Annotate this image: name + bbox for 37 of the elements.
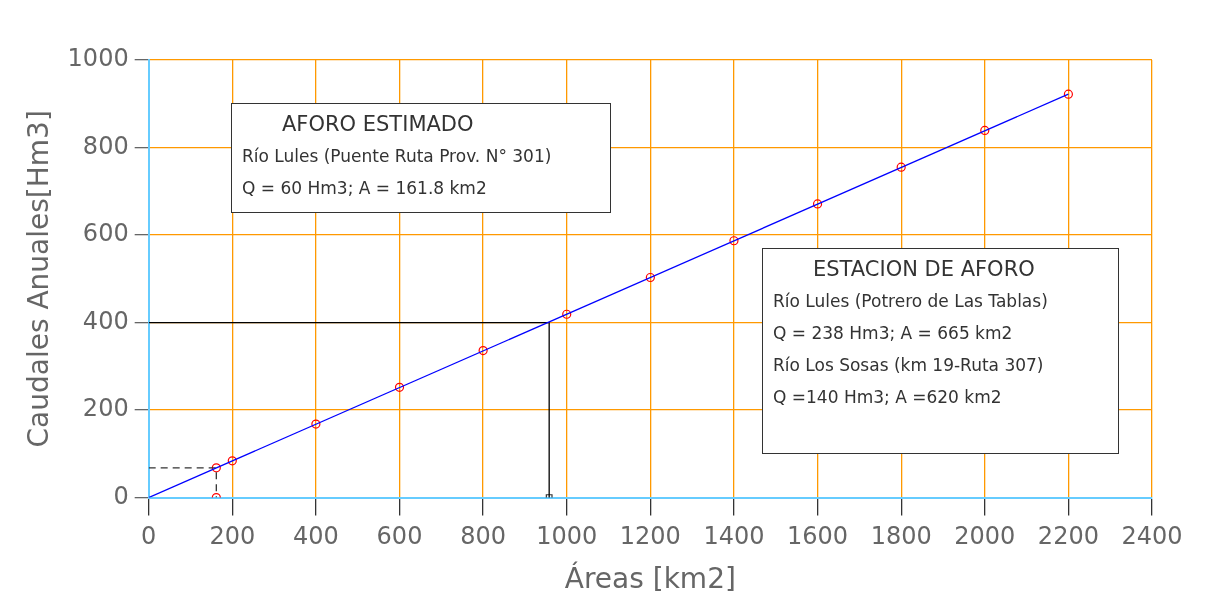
x-tick-label: 200 [209, 522, 256, 551]
x-tick-label: 2400 [1121, 522, 1183, 551]
point [562, 309, 572, 319]
point [812, 199, 823, 209]
x-axis-title: Áreas [km2] [564, 561, 736, 596]
x-tick-label: 600 [376, 522, 423, 551]
point [980, 125, 990, 136]
point [227, 456, 237, 466]
point [211, 463, 221, 473]
text-box: AFORO ESTIMADO Río Lules (Puente Ruta Prov. N° 301) Q = 60 Hm3; A = 161.8 km2 [231, 103, 611, 213]
y-tick-label: 800 [82, 131, 129, 160]
point [1063, 89, 1073, 99]
y-tick-label: 1000 [67, 44, 129, 73]
y-tick-label: 600 [82, 219, 129, 248]
annotation: AFORO ESTIMADO Río Lules (Puente Ruta Prov. N° 301) Q = 60 Hm3; A = 161.8 km2 [242, 111, 553, 200]
point [478, 345, 488, 356]
x-tick-label: 400 [292, 522, 339, 551]
x-tick-label: 1400 [703, 522, 765, 551]
x-tick-label: 0 [141, 522, 157, 551]
y-axis-title: Caudales Anuales[Hm3] [22, 110, 56, 448]
point [645, 272, 655, 283]
point [896, 162, 906, 172]
point [729, 236, 739, 246]
y-tick-label: 200 [82, 394, 129, 423]
point [311, 419, 321, 429]
annotation: ESTACION DE AFORO Río Lules (Potrero de Las Tablas) Q = 238 Hm3; A = 665 km2 Río Los Sosas (km 19-Ruta 307) Q =140 Hm3; A =620 km2 [773, 256, 1049, 409]
x-tick-label: 1800 [870, 522, 932, 551]
y-tick-label: 0 [113, 481, 129, 510]
x-tick-label: 2000 [954, 522, 1016, 551]
x-tick-label: 1000 [536, 522, 598, 551]
text-box: ESTACION DE AFORO Río Lules (Potrero de Las Tablas) Q = 238 Hm3; A = 665 km2 Río Los Sosas (km 19-Ruta 307) Q =140 Hm3; A =620 km2 [762, 248, 1119, 454]
point [394, 382, 405, 392]
x-tick-label: 1600 [787, 522, 849, 551]
x-tick-label: 1200 [619, 522, 681, 551]
y-tick-label: 400 [82, 306, 129, 335]
x-tick-label: 800 [460, 522, 507, 551]
x-tick-label: 2200 [1037, 522, 1099, 551]
